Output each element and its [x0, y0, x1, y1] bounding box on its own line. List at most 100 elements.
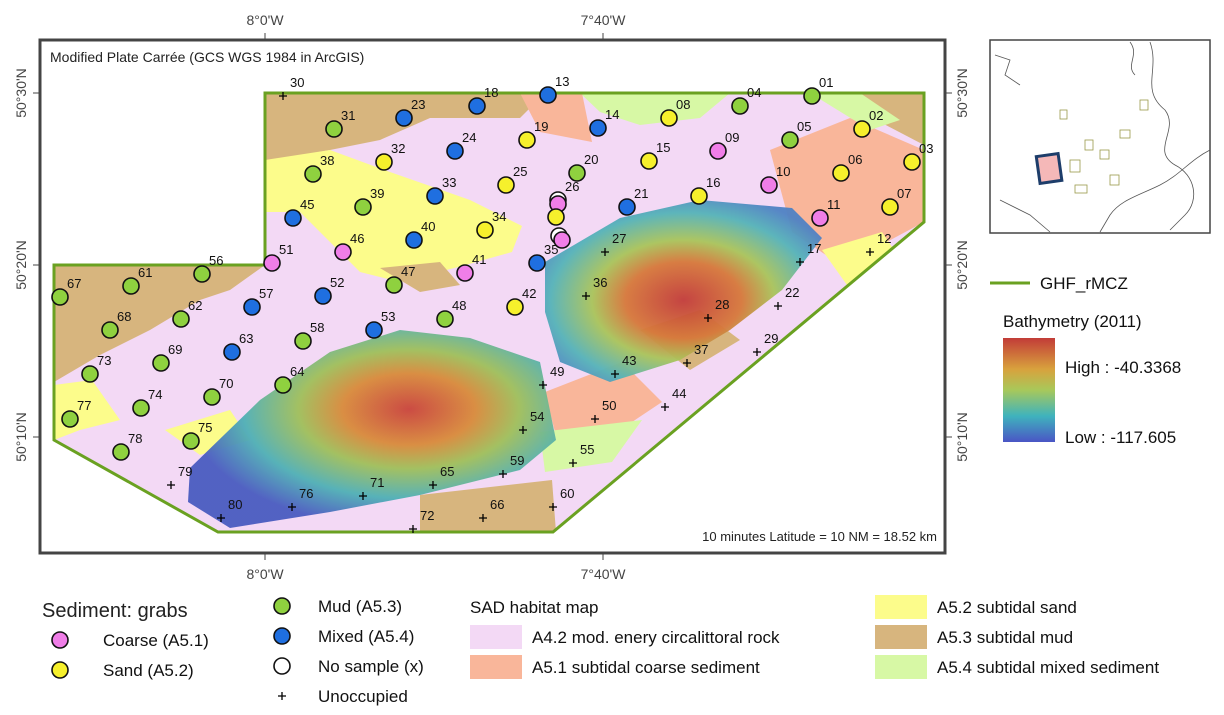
station-label: 28 — [715, 297, 729, 312]
lat-label: 50°30'N — [954, 68, 970, 118]
station-label: 25 — [513, 164, 527, 179]
station-label: 10 — [776, 164, 790, 179]
station-label: 42 — [522, 286, 536, 301]
station-marker — [183, 433, 199, 449]
legend-label: A5.3 subtidal mud — [937, 628, 1073, 647]
legend-swatch — [875, 625, 927, 649]
legend-title: Sediment: grabs — [42, 600, 188, 622]
legend-title: SAD habitat map — [470, 598, 599, 617]
station-label: 77 — [77, 398, 91, 413]
legend-marker — [278, 692, 286, 700]
station-label: 04 — [747, 85, 761, 100]
station-label: 37 — [694, 342, 708, 357]
lat-label: 50°20'N — [13, 240, 29, 290]
station-marker — [554, 232, 570, 248]
station-label: 39 — [370, 186, 384, 201]
station-label: 21 — [634, 186, 648, 201]
station-label: 48 — [452, 298, 466, 313]
station-label: 76 — [299, 486, 313, 501]
station-marker — [123, 278, 139, 294]
legend-label: High : -40.3368 — [1065, 358, 1181, 377]
lat-label: 50°10'N — [13, 412, 29, 462]
station-marker — [285, 210, 301, 226]
station-marker — [882, 199, 898, 215]
page: {"map": { "projection_note": "Modified P… — [0, 0, 1224, 715]
station-label: 18 — [484, 85, 498, 100]
station-marker — [295, 333, 311, 349]
station-label: 60 — [560, 486, 574, 501]
station-label: 07 — [897, 186, 911, 201]
station-label: 13 — [555, 74, 569, 89]
legend-label: Mixed (A5.4) — [318, 627, 414, 646]
station-marker — [507, 299, 523, 315]
station-label: 29 — [764, 331, 778, 346]
station-marker — [376, 154, 392, 170]
legend-label: Coarse (A5.1) — [103, 631, 209, 650]
station-label: 66 — [490, 497, 504, 512]
legend-swatch — [875, 655, 927, 679]
station-label: 01 — [819, 75, 833, 90]
station-label: 61 — [138, 265, 152, 280]
station-label: 12 — [877, 231, 891, 246]
station-marker — [529, 255, 545, 271]
station-label: 06 — [848, 152, 862, 167]
legend-label: A5.1 subtidal coarse sediment — [532, 658, 760, 677]
projection-note: Modified Plate Carrée (GCS WGS 1984 in A… — [50, 49, 364, 65]
station-marker — [194, 266, 210, 282]
station-marker — [732, 98, 748, 114]
station-marker — [355, 199, 371, 215]
station-label: 65 — [440, 464, 454, 479]
station-label: 59 — [510, 453, 524, 468]
station-label: 49 — [550, 364, 564, 379]
station-label: 62 — [188, 298, 202, 313]
station-label: 73 — [97, 353, 111, 368]
station-label: 41 — [472, 252, 486, 267]
station-marker — [904, 154, 920, 170]
legends: Coarse (A5.1)Sand (A5.2)Mud (A5.3)Mixed … — [52, 595, 1159, 706]
station-marker — [519, 132, 535, 148]
station-label: 16 — [706, 175, 720, 190]
legend-label: GHF_rMCZ — [1040, 274, 1128, 293]
legend-swatch — [875, 595, 927, 619]
station-label: 03 — [919, 141, 933, 156]
station-label: 55 — [580, 442, 594, 457]
station-label: 20 — [584, 152, 598, 167]
station-marker — [498, 177, 514, 193]
legend-marker — [274, 628, 290, 644]
station-label: 38 — [320, 153, 334, 168]
map-figure: 0102030405060708091011121314151617181920… — [0, 0, 1224, 715]
station-marker — [833, 165, 849, 181]
station-label: 43 — [622, 353, 636, 368]
station-marker — [335, 244, 351, 260]
station-label: 34 — [492, 209, 506, 224]
station-marker — [590, 120, 606, 136]
station-marker — [540, 87, 556, 103]
scale-note: 10 minutes Latitude = 10 NM = 18.52 km — [702, 529, 937, 544]
station-label: 11 — [827, 197, 841, 212]
legend-label: Low : -117.605 — [1065, 428, 1176, 447]
bathymetry-ramp — [1003, 338, 1055, 442]
station-marker — [457, 265, 473, 281]
station-marker — [641, 153, 657, 169]
station-label: 78 — [128, 431, 142, 446]
station-label: 14 — [605, 107, 619, 122]
lon-label: 8°0'W — [246, 12, 284, 28]
station-marker — [366, 322, 382, 338]
station-marker — [691, 188, 707, 204]
lon-label: 8°0'W — [246, 566, 284, 582]
lat-label: 50°10'N — [954, 412, 970, 462]
station-label: 09 — [725, 130, 739, 145]
station-label: 50 — [602, 398, 616, 413]
station-marker — [52, 289, 68, 305]
station-label: 80 — [228, 497, 242, 512]
station-marker — [804, 88, 820, 104]
station-label: 19 — [534, 119, 548, 134]
station-label: 67 — [67, 276, 81, 291]
station-marker — [782, 132, 798, 148]
station-label: 44 — [672, 386, 686, 401]
station-marker — [315, 288, 331, 304]
legend-title: Bathymetry (2011) — [1003, 312, 1142, 331]
station-marker — [761, 177, 777, 193]
station-label: 70 — [219, 376, 233, 391]
station-label: 52 — [330, 275, 344, 290]
